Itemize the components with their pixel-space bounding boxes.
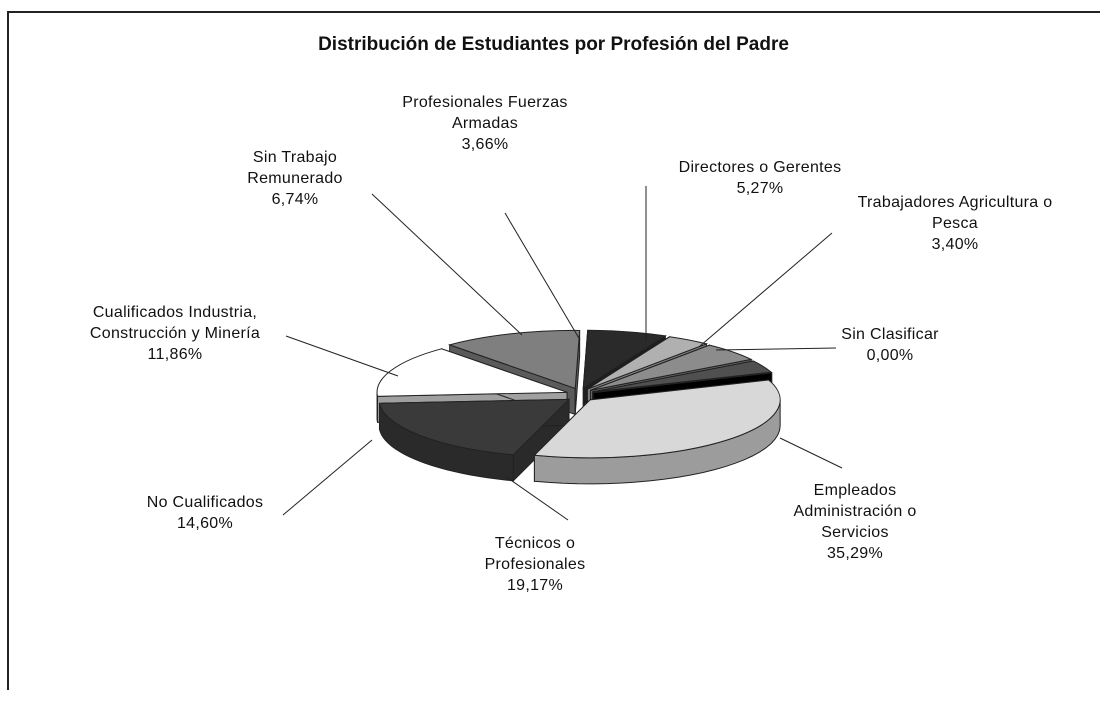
slice-top: [378, 398, 571, 456]
leader-line: [504, 475, 569, 521]
slice-top: [376, 348, 568, 397]
slice-top: [447, 329, 581, 390]
slice-top: [533, 379, 781, 459]
category-label: Sin Trabajo Remunerado: [247, 149, 343, 187]
value-label: 3,66%: [461, 136, 509, 153]
slice-top: [592, 360, 773, 393]
category-label: Empleados Administración o Servicios: [793, 482, 917, 541]
data-label: Técnicos o Profesionales 19,17%: [465, 533, 605, 596]
slice-top: [582, 329, 667, 390]
data-label: Trabajadores Agricultura o Pesca 3,40%: [855, 192, 1055, 255]
leader-line: [371, 193, 523, 336]
category-label: Técnicos o Profesionales: [484, 535, 586, 573]
data-label: Sin Trabajo Remunerado 6,74%: [230, 147, 360, 210]
slice-top: [587, 336, 709, 390]
data-label: Sin Clasificar 0,00%: [820, 324, 960, 366]
value-label: 5,27%: [736, 180, 784, 197]
data-label: Cualificados Industria, Construcción y M…: [55, 302, 295, 365]
slice: [378, 398, 571, 483]
category-label: Trabajadores Agricultura o Pesca: [857, 194, 1053, 232]
leader-line: [282, 439, 373, 516]
value-label: 14,60%: [176, 515, 234, 532]
category-label: Directores o Gerentes: [678, 159, 842, 176]
slice: [533, 379, 781, 485]
value-label: 3,40%: [931, 236, 979, 253]
category-label: No Cualificados: [146, 494, 264, 511]
data-label: Directores o Gerentes 5,27%: [660, 157, 860, 199]
data-label: No Cualificados 14,60%: [125, 492, 285, 534]
frame: [7, 11, 1100, 690]
value-label: 6,74%: [271, 191, 319, 208]
value-label: 19,17%: [506, 577, 564, 594]
leader-line: [779, 437, 843, 469]
chart-title: Distribución de Estudiantes por Profesió…: [318, 34, 789, 55]
category-label: Profesionales Fuerzas Armadas: [402, 94, 568, 132]
leader-line: [504, 212, 581, 341]
value-label: 35,29%: [826, 545, 884, 562]
value-label: 0,00%: [866, 347, 914, 364]
category-label: Cualificados Industria, Construcción y M…: [89, 304, 261, 342]
data-label: Profesionales Fuerzas Armadas 3,66%: [385, 92, 585, 155]
leader-line: [715, 347, 837, 351]
value-label: 11,86%: [147, 346, 203, 363]
leader-line: [285, 335, 399, 377]
slice-top: [593, 372, 772, 394]
category-label: Sin Clasificar: [841, 326, 939, 343]
leader-line: [699, 232, 833, 347]
data-label: Empleados Administración o Servicios 35,2…: [770, 480, 940, 564]
slice-top: [590, 344, 753, 391]
